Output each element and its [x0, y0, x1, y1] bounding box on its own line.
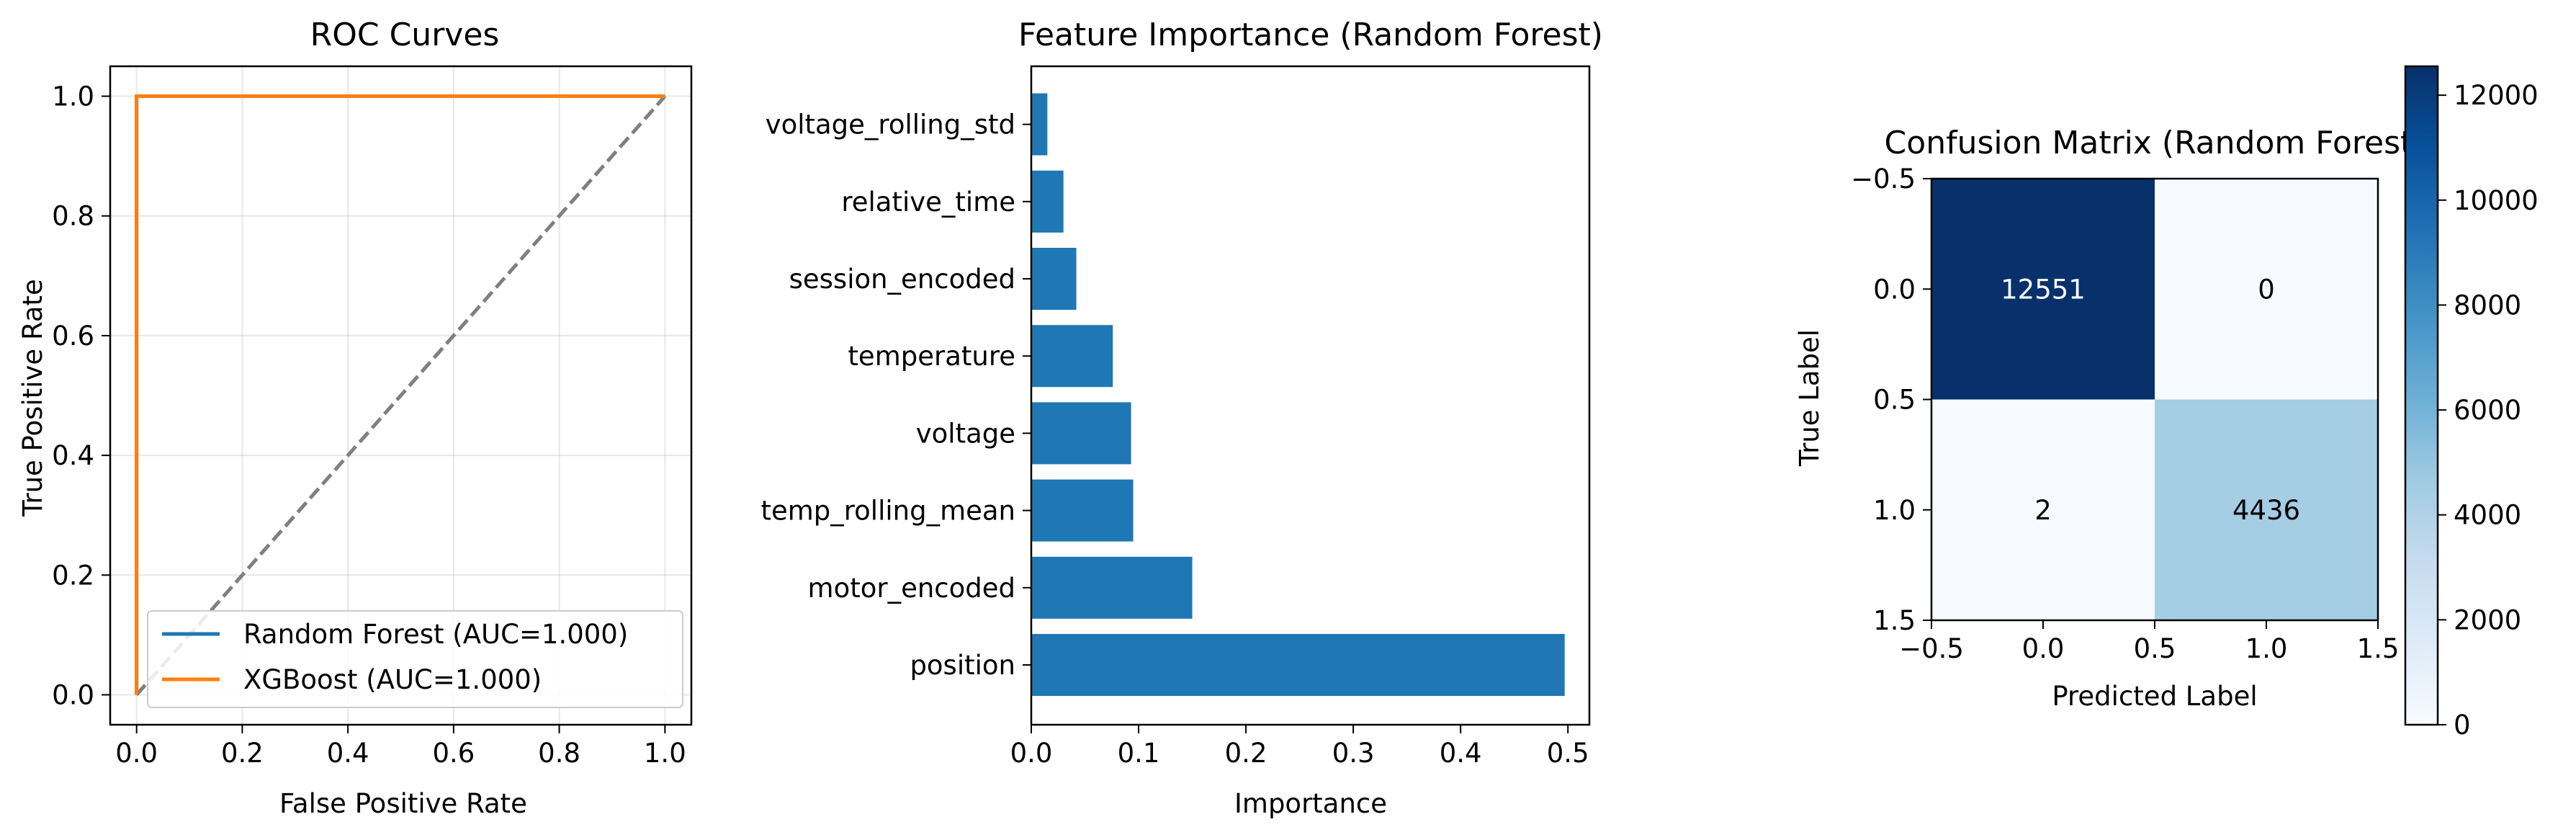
fi-y-tick-label-temp_rolling_mean: temp_rolling_mean	[760, 496, 1015, 527]
fi-x-tick-label-2: 0.2	[1225, 738, 1267, 769]
cm-colorbar-tick-label-2: 4000	[2454, 500, 2521, 531]
roc-y-tick-label-5: 1.0	[52, 81, 94, 112]
fi-bar-motor_encoded	[1031, 556, 1193, 619]
roc-y-tick-label-3: 0.6	[52, 321, 94, 352]
fi-y-tick-label-temperature: temperature	[848, 341, 1015, 372]
fi-bar-relative_time	[1031, 170, 1064, 233]
fi-y-tick-label-session_encoded: session_encoded	[789, 264, 1015, 295]
cm-y-tick-label-2: 0.5	[1873, 385, 1916, 416]
cm-x-tick-label-3: 1.0	[2245, 633, 2288, 664]
cm-x-tick-label-2: 0.5	[2134, 633, 2176, 664]
fi-bar-voltage_rolling_std	[1031, 93, 1048, 156]
roc-plot-area	[135, 94, 667, 697]
fi-title: Feature Importance (Random Forest)	[1018, 17, 1603, 53]
cm-x-tick-label-0: −0.5	[1899, 633, 1964, 664]
cm-colorbar-tick-label-6: 12000	[2454, 80, 2539, 111]
roc-y-tick-label-2: 0.4	[52, 440, 94, 471]
cm-x-axis-label: Predicted Label	[2052, 681, 2257, 712]
roc-y-tick-label-4: 0.8	[52, 201, 94, 232]
fi-y-tick-label-relative_time: relative_time	[841, 187, 1015, 218]
cm-y-tick-label-1: 0.0	[1873, 274, 1916, 305]
fi-bar-temperature	[1031, 325, 1113, 388]
cm-x-ticks: −0.5 0.0 0.5 1.0 1.5	[1899, 620, 2399, 664]
fi-y-tick-label-voltage: voltage	[916, 418, 1015, 449]
roc-diagonal-line	[135, 94, 667, 697]
roc-series-line-1	[135, 94, 665, 695]
cm-cell-0-0	[1931, 179, 2155, 400]
roc-x-tick-label-5: 1.0	[644, 738, 686, 769]
cm-colorbar	[2404, 65, 2439, 726]
roc-legend-label-xgb: XGBoost (AUC=1.000)	[243, 664, 542, 695]
fi-x-tick-label-1: 0.1	[1118, 738, 1160, 769]
cm-cell-1-0	[1931, 399, 2155, 620]
cm-colorbar-tick-label-5: 10000	[2454, 185, 2539, 216]
fi-x-tick-label-0: 0.0	[1010, 738, 1053, 769]
fi-x-ticks: 0.0 0.1 0.2 0.3 0.4 0.5	[1010, 725, 1589, 769]
fi-y-ticks: position motor_encoded temp_rolling_mean vo…	[760, 110, 1031, 681]
fi-x-tick-label-3: 0.3	[1332, 738, 1375, 769]
fi-x-axis-label: Importance	[1234, 788, 1387, 819]
cm-colorbar-tick-label-3: 6000	[2454, 395, 2521, 426]
cm-colorbar-tick-label-4: 8000	[2454, 290, 2521, 321]
feature-importance-panel: Feature Importance (Random Forest) 0.0 0.…	[760, 17, 1603, 819]
fi-axes-frame	[1030, 65, 1591, 726]
cm-y-tick-label-0: −0.5	[1851, 164, 1916, 195]
fi-bar-temp_rolling_mean	[1031, 479, 1134, 542]
fi-y-tick-label-voltage_rolling_std: voltage_rolling_std	[766, 110, 1015, 140]
cm-colorbar-ticks: 0 2000 4000 6000 8000 10000 12000	[2438, 80, 2539, 741]
roc-axes-frame	[109, 65, 693, 726]
cm-title: Confusion Matrix (Random Forest)	[1885, 125, 2425, 161]
roc-y-axis-label: True Positive Rate	[17, 279, 48, 517]
cm-cell-value-1-0: 2	[2034, 495, 2052, 526]
roc-y-ticks: 0.0 0.2 0.4 0.6 0.8 1.0	[52, 81, 110, 710]
cm-y-tick-label-4: 1.5	[1873, 605, 1916, 636]
fi-bar-session_encoded	[1031, 248, 1077, 310]
fi-y-tick-label-position: position	[910, 650, 1015, 681]
cm-cell-0-1	[2155, 179, 2378, 400]
roc-x-axis-label: False Positive Rate	[279, 788, 527, 819]
cm-cell-value-0-1: 0	[2258, 274, 2275, 305]
fi-bar-voltage	[1031, 402, 1131, 465]
confusion-matrix-panel: 12551 0 2 4436 Confusion Matrix (Random For…	[1794, 65, 2539, 741]
cm-y-ticks: −0.5 0.0 0.5 1.0 1.5	[1851, 164, 1931, 636]
roc-panel: ROC Curves 0.0 0.2 0.4 0.6 0.8 1.0 0.00.20.40…	[17, 17, 693, 819]
fi-x-tick-label-4: 0.4	[1440, 738, 1482, 769]
cm-cells: 12551 0 2 4436	[1931, 179, 2378, 620]
roc-x-tick-label-0: 0.0	[115, 738, 158, 769]
fi-bars	[1031, 93, 1565, 696]
roc-legend-label-rf: Random Forest (AUC=1.000)	[243, 619, 628, 650]
fi-bar-position	[1031, 634, 1565, 696]
cm-cell-value-0-0: 12551	[2001, 274, 2086, 305]
cm-cell-value-1-1: 4436	[2232, 495, 2300, 526]
roc-legend-box	[147, 610, 683, 708]
roc-x-tick-label-4: 0.8	[538, 738, 580, 769]
cm-x-tick-label-1: 0.0	[2022, 633, 2065, 664]
fi-x-tick-label-5: 0.5	[1547, 738, 1589, 769]
cm-cell-1-1	[2155, 399, 2378, 620]
roc-x-ticks: 0.0 0.2 0.4 0.6 0.8 1.0	[115, 725, 686, 769]
cm-y-tick-label-3: 1.0	[1873, 495, 1916, 526]
cm-x-tick-label-4: 1.5	[2357, 633, 2400, 664]
roc-x-tick-label-3: 0.6	[432, 738, 475, 769]
roc-y-tick-label-1: 0.2	[52, 560, 94, 591]
roc-y-tick-label-0: 0.0	[52, 679, 94, 710]
cm-colorbar-tick-label-1: 2000	[2454, 604, 2521, 635]
cm-colorbar-tick-label-0: 0	[2454, 710, 2471, 741]
roc-title: ROC Curves	[310, 17, 500, 53]
roc-x-tick-label-1: 0.2	[221, 738, 264, 769]
fi-y-tick-label-motor_encoded: motor_encoded	[808, 573, 1015, 604]
roc-x-tick-label-2: 0.4	[327, 738, 369, 769]
roc-legend: Random Forest (AUC=1.000) XGBoost (AUC=1…	[147, 610, 683, 708]
cm-y-axis-label: True Label	[1794, 329, 1825, 467]
